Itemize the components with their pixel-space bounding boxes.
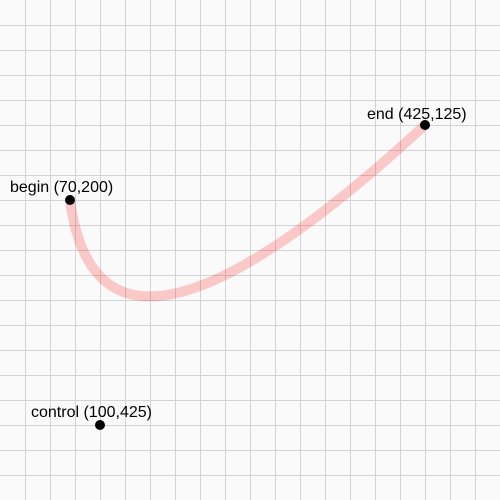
begin-label: begin (70,200) — [10, 179, 113, 196]
control-point — [95, 420, 105, 430]
end-label: end (425,125) — [367, 106, 467, 123]
control-label: control (100,425) — [31, 404, 152, 421]
begin-point — [65, 195, 75, 205]
bezier-curve — [65, 120, 430, 302]
end-point — [420, 120, 430, 130]
